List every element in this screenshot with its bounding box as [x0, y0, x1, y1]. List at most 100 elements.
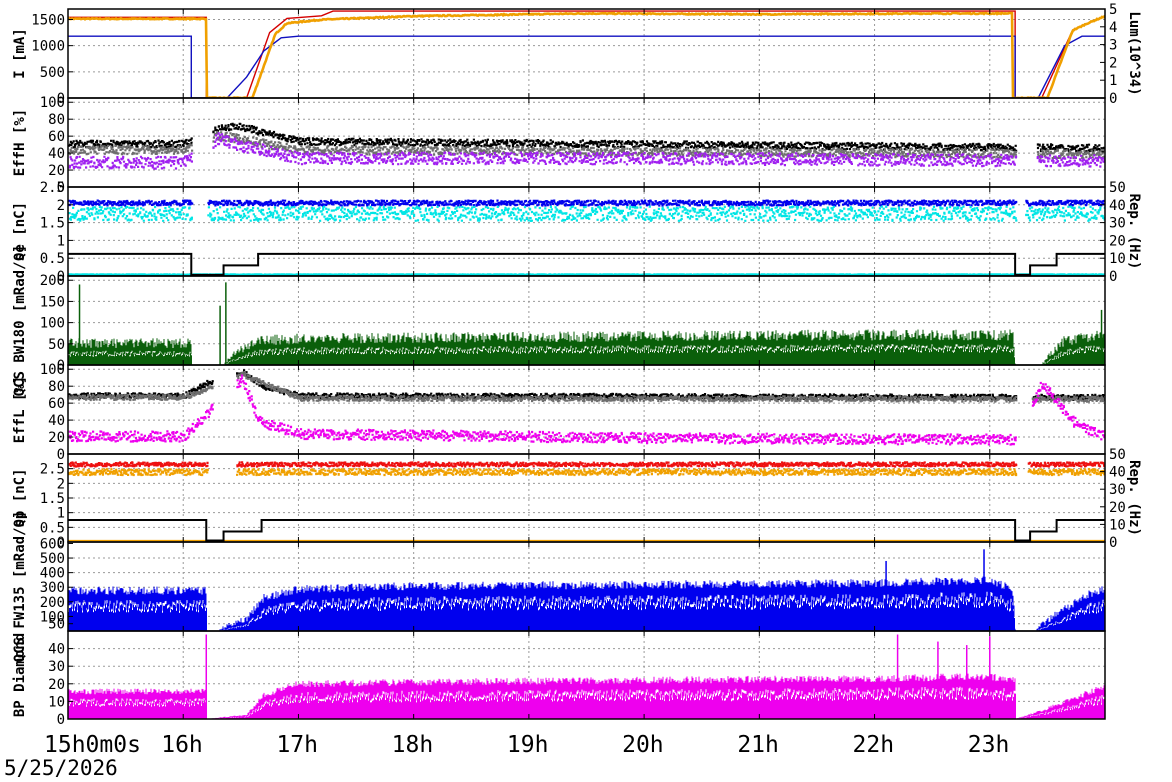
y-axis-label: QCS BW180 [mRad/s] [12, 245, 28, 397]
panel-frame [67, 8, 1106, 99]
y-tick-label: 2 [57, 476, 65, 492]
y-tick-label: 2.5 [40, 462, 65, 478]
y2-tick-label: 4 [1109, 20, 1117, 36]
y2-tick-label: 50 [1109, 447, 1126, 463]
plot-area [68, 10, 1105, 98]
y-tick-label: 40 [48, 146, 65, 162]
series [68, 205, 1105, 222]
y-tick-label: 60 [48, 129, 65, 145]
y-tick-label: 10 [48, 694, 65, 710]
y-axis-label: EffL [%] [12, 376, 28, 443]
y-tick-label: 50 [48, 617, 65, 633]
series-points [68, 468, 1105, 477]
y-tick-label: 0 [57, 447, 65, 463]
y2-tick-label: 3 [1109, 38, 1117, 54]
panel-qcs-bw180: 0 50 100 150 200 QCS BW180 [mRad/s] [12, 245, 1106, 397]
y-axis-label: BP Diamond [12, 633, 28, 717]
y2-tick-label: 0 [1109, 535, 1117, 551]
x-tick-label: 20h [622, 732, 664, 758]
y2-tick-label: 10 [1109, 251, 1126, 267]
series [68, 35, 1105, 98]
y2-tick-label: 30 [1109, 482, 1126, 498]
y-tick-label: 1000 [31, 39, 65, 55]
plot-area [68, 634, 1105, 719]
y-tick-label: 2 [57, 198, 65, 214]
series-band [68, 11, 1105, 98]
y-tick-label: 20 [48, 677, 65, 693]
y-tick-label: 200 [40, 273, 65, 289]
series-points [68, 461, 1105, 468]
y-tick-label: 150 [40, 294, 65, 310]
y-tick-label: 50 [48, 337, 65, 353]
series-spikes [68, 329, 1105, 365]
series [68, 10, 1105, 98]
y-tick-label: 100 [40, 95, 65, 111]
y-tick-label: 60 [48, 396, 65, 412]
series-line [68, 252, 1105, 276]
y2-tick-label: 40 [1109, 465, 1126, 481]
series-line [68, 10, 1105, 98]
y2-tick-label: 20 [1109, 233, 1126, 249]
series-points [68, 132, 1105, 170]
y-tick-label: 2.5 [40, 180, 65, 196]
series-points [68, 205, 1105, 222]
x-axis: 15h0m0s 16h 17h 18h 19h 20h 21h 22h 23h [44, 732, 1009, 758]
y-tick-label: 1 [57, 506, 65, 522]
y-tick-label: 500 [40, 65, 65, 81]
y-tick-label: 0 [57, 358, 65, 374]
y-tick-label: 100 [40, 316, 65, 332]
plot-area [68, 549, 1105, 631]
y2-tick-label: 2 [1109, 55, 1117, 71]
y-tick-label: 0.5 [40, 251, 65, 267]
y2-tick-label: 5 [1109, 2, 1117, 18]
y-tick-label: 100 [40, 609, 65, 625]
series [68, 549, 1105, 631]
y2-tick-label: 1 [1109, 73, 1117, 89]
y-tick-label: 80 [48, 112, 65, 128]
panel-frame [67, 630, 1106, 720]
series [68, 468, 1105, 477]
y-axis-label: EffH [%] [12, 109, 28, 176]
series-points [68, 372, 1105, 403]
date-label: 5/25/2026 [4, 756, 118, 780]
series [68, 130, 1105, 160]
y-tick-label: 40 [48, 413, 65, 429]
series [68, 132, 1105, 170]
y-tick-label: 20 [48, 163, 65, 179]
y2-tick-label: 30 [1109, 216, 1126, 232]
plot-area [68, 461, 1105, 542]
series-points [68, 374, 1105, 446]
y-tick-label: 30 [48, 659, 65, 675]
y-tick-label: 0 [57, 180, 65, 196]
series-spikes [68, 673, 1105, 719]
x-tick-label: 22h [853, 732, 895, 758]
series [68, 634, 1105, 719]
y-axis-label: I [mA] [12, 28, 28, 79]
y-tick-label: 20 [48, 430, 65, 446]
y-tick-label: 1.5 [40, 491, 65, 507]
series [68, 461, 1105, 468]
x-tick-label: 19h [507, 732, 549, 758]
y-tick-label: 400 [40, 566, 65, 582]
y-tick-label: 80 [48, 379, 65, 395]
x-tick-label: 18h [392, 732, 434, 758]
y2-tick-label: 0 [1109, 269, 1117, 285]
y2-tick-label: 20 [1109, 500, 1126, 516]
series [68, 122, 1105, 153]
y-tick-label: 0 [57, 535, 65, 551]
y-tick-label: 0 [57, 91, 65, 107]
y-tick-label: 600 [40, 536, 65, 552]
y2-tick-label: 50 [1109, 180, 1126, 196]
y-tick-label: 200 [40, 595, 65, 611]
series [68, 519, 1105, 542]
x-tick-label: 17h [276, 732, 318, 758]
plot-area [68, 122, 1105, 170]
y2-axis-label: Rep. (Hz) [1126, 194, 1142, 270]
series-points [68, 130, 1105, 160]
